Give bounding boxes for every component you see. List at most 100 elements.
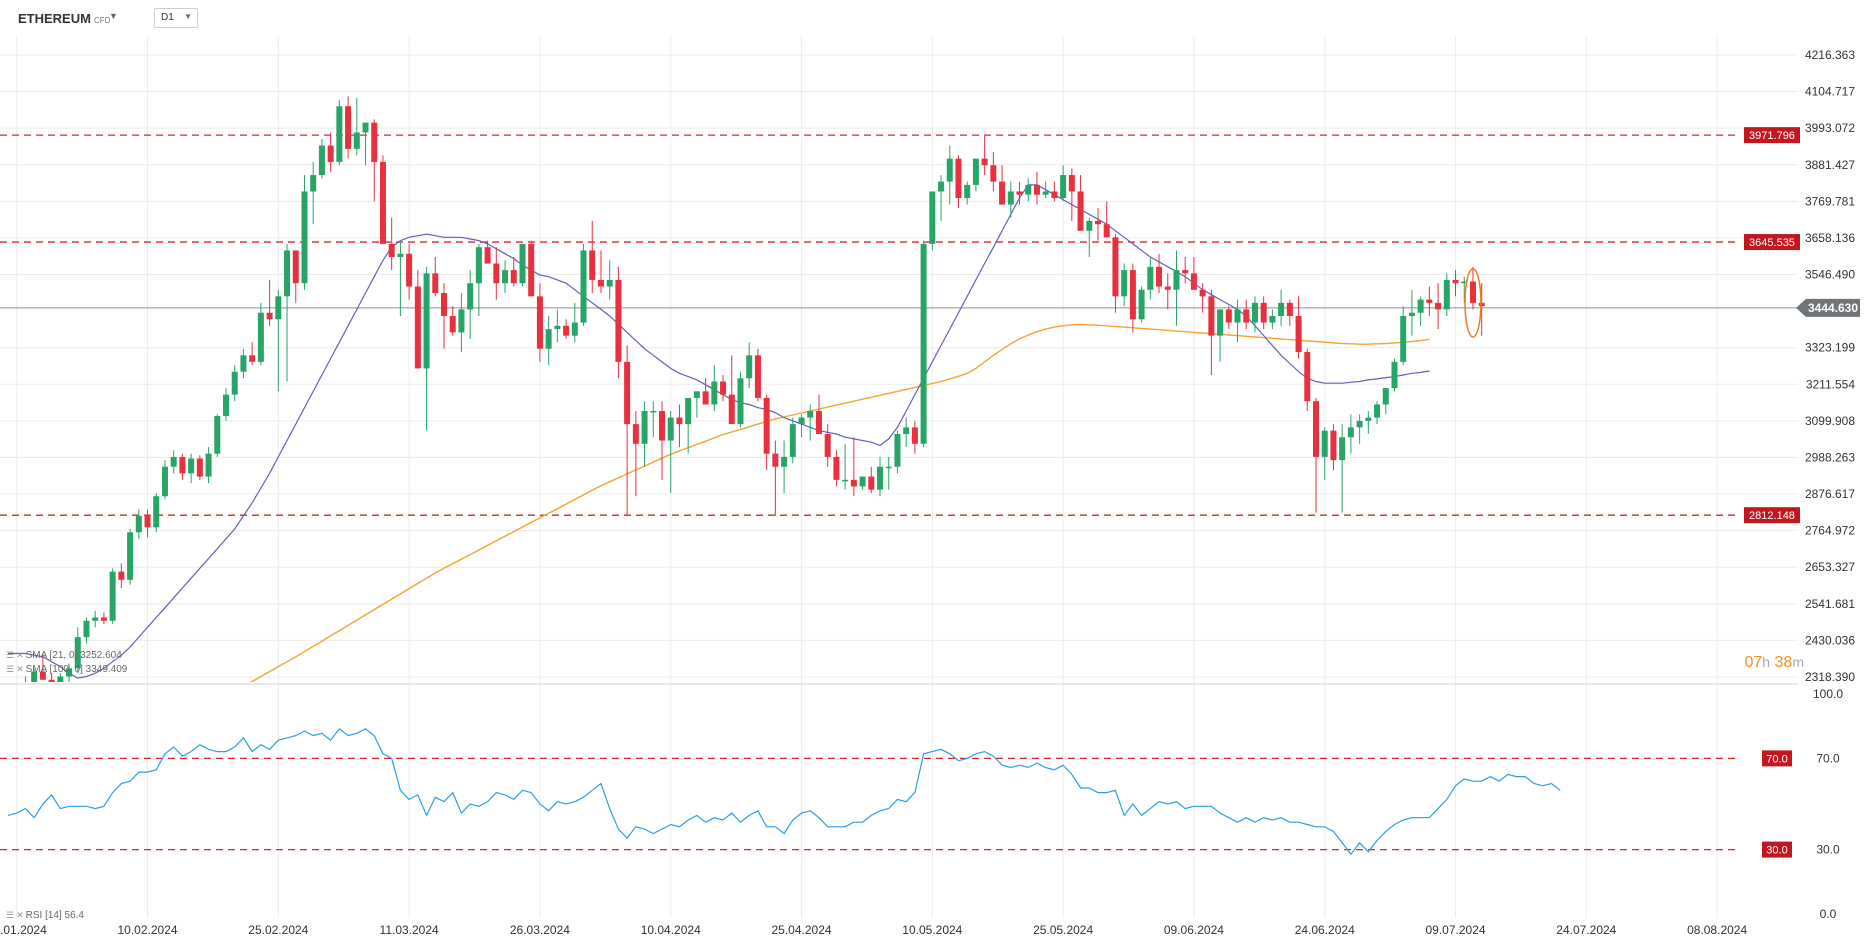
candle-body [48,679,55,682]
sma21-legend[interactable]: ☰ ✕ SMA [21, 0] 3252.604 [6,650,122,661]
candle-body [22,683,28,699]
countdown-hours-unit: h [1762,654,1771,670]
candle-body [57,676,64,682]
drag-handle-icon[interactable]: ☰ [6,910,15,920]
candle [388,217,395,271]
candle-body [911,427,918,444]
drag-handle-icon[interactable]: ☰ [6,650,15,660]
price-tick-label: 2988.263 [1805,450,1855,464]
candle [868,466,875,493]
candle [1382,388,1389,415]
candle [999,165,1006,205]
candle-body [1095,220,1101,225]
candle-body [196,458,203,477]
candle-body [214,415,221,454]
candle [66,663,73,682]
candle-body [624,361,631,425]
candle [1478,283,1485,336]
candle-body [641,411,648,444]
candle [711,365,718,412]
candle-body [502,270,509,284]
price-level-label: 3645.535 [1749,237,1795,249]
candle [1208,289,1215,375]
rsi-line [7,727,1561,856]
highlight-ellipse [1464,268,1482,338]
candle [92,610,99,628]
candle-body [1426,299,1433,303]
countdown-hours: 07 [1744,654,1763,671]
candle-body [31,671,38,682]
candle [83,617,90,644]
candle-body [833,456,840,480]
candle-body [929,191,936,244]
timeframe-select[interactable]: D1 ▼ [154,8,198,28]
candle [1365,411,1372,434]
candle-body [66,668,73,677]
candle-body [484,247,491,264]
candle [432,256,439,297]
rsi-legend[interactable]: ☰ ✕ RSI [14] 56.4 [6,910,84,921]
price-level-label: 3971.796 [1749,130,1795,142]
candle [1304,348,1311,412]
candle-body [632,424,639,444]
candle [1173,250,1180,326]
candle-body [589,250,596,280]
candle [1042,181,1049,199]
sma100-legend[interactable]: ☰ ✕ SMA [100, 0] 3349.409 [6,664,127,675]
candle [1156,253,1163,294]
candle-body [257,312,264,362]
candle-body [1408,312,1415,316]
candle-body [1121,270,1128,297]
candle [231,365,238,402]
candle [1138,286,1145,323]
candle [685,397,692,454]
close-icon[interactable]: ✕ [16,910,24,920]
candle-body [563,325,570,336]
candle-body [1156,266,1163,287]
candle-body [1138,289,1145,320]
price-level-tag [1744,234,1800,251]
candle [223,388,229,421]
candle [1286,299,1293,326]
candle [353,98,360,156]
candle [720,374,727,402]
drag-handle-icon[interactable]: ☰ [6,664,15,674]
price-tick-label: 3881.427 [1805,158,1855,172]
horizontal-levels [0,134,1798,516]
symbol-selector[interactable]: ETHEREUM CFD [18,11,110,26]
candle-body [650,411,657,413]
candle-body [83,620,90,638]
date-tick-label: 25.04.2024 [771,923,831,937]
chevron-down-icon[interactable]: ▼ [109,11,118,21]
candle-body [144,515,151,528]
candle [981,135,988,176]
close-icon[interactable]: ✕ [16,664,24,674]
candle [1129,263,1136,333]
candle [153,492,160,533]
candle [318,139,325,179]
symbol-name: ETHEREUM [18,11,91,26]
candle-body [580,250,587,323]
candle [406,243,413,300]
candle [1295,296,1302,359]
date-tick-label: 24.07.2024 [1556,923,1616,937]
candle [1190,256,1197,290]
date-tick-label: 09.06.2024 [1164,923,1224,937]
candle-body [1461,281,1468,284]
candle-body [100,617,107,621]
instrument-type: CFD [93,16,111,25]
candle [414,270,421,369]
candle [1234,299,1241,343]
candle-body [1452,279,1459,284]
candle [205,447,212,484]
candle-body [388,243,395,257]
candle-body [571,322,578,336]
close-icon[interactable]: ✕ [16,650,24,660]
candle-body [1190,273,1197,290]
candle-body [292,250,299,284]
sma21-legend-label: SMA [21, 0] 3252.604 [25,650,122,661]
candle-body [161,466,168,497]
candle-body [397,253,404,257]
